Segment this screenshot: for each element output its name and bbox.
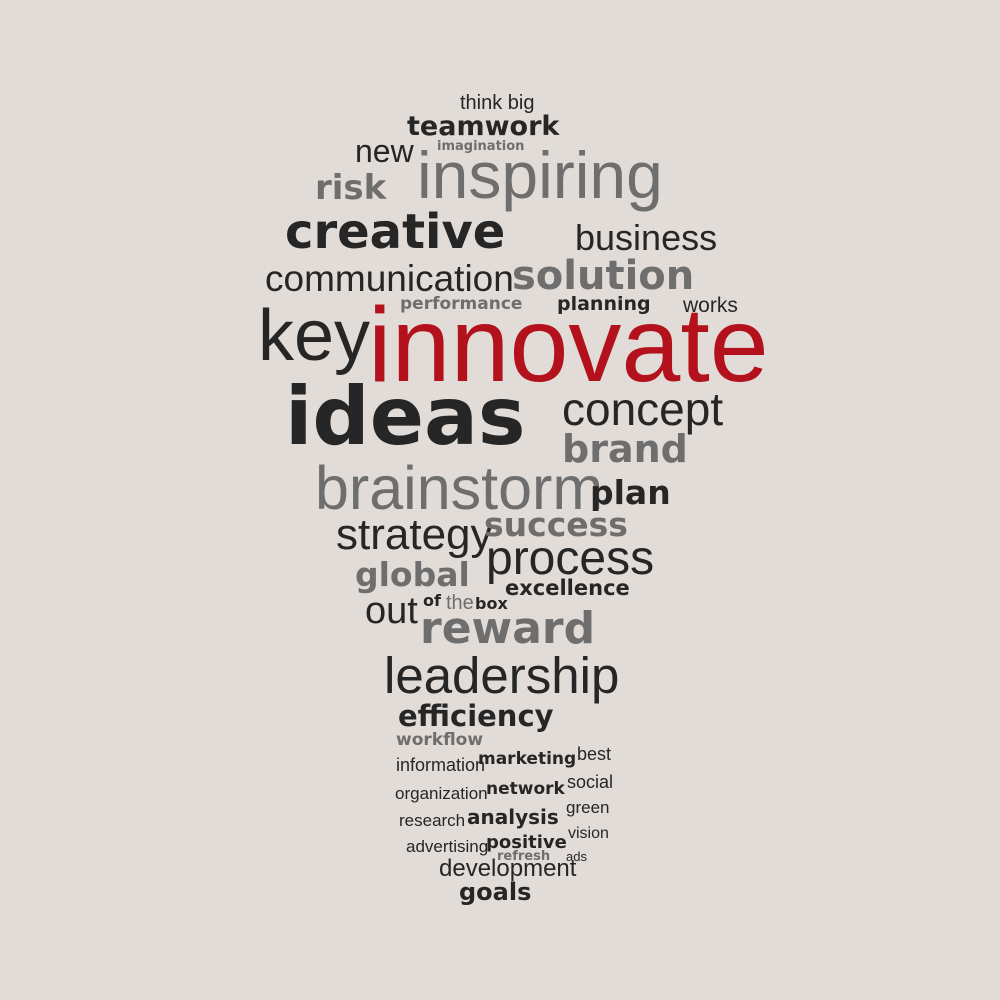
word-organization: organization	[395, 784, 488, 803]
word-box: box	[475, 594, 508, 613]
word-innovate: innovate	[368, 286, 769, 404]
word-brainstorm: brainstorm	[315, 454, 604, 522]
word-of: of	[423, 591, 441, 610]
word-new: new	[355, 133, 414, 169]
word-analysis: analysis	[467, 805, 559, 829]
word-process: process	[486, 532, 655, 585]
word-goals: goals	[459, 878, 532, 906]
word-social: social	[567, 772, 614, 792]
word-performance: performance	[400, 294, 523, 314]
word-marketing: marketing	[478, 749, 577, 769]
word-communication: communication	[265, 258, 514, 299]
word-brand: brand	[562, 427, 688, 471]
word-positive: positive	[486, 832, 567, 853]
word-planning: planning	[557, 293, 651, 315]
word-workflow: workflow	[396, 730, 484, 750]
word-out: out	[365, 590, 418, 632]
word-refresh: refresh	[497, 849, 551, 864]
word-strategy: strategy	[336, 510, 493, 559]
word-green: green	[566, 798, 610, 817]
word-think-big: think big	[460, 92, 535, 114]
word-the: the	[446, 592, 474, 614]
word-teamwork: teamwork	[407, 111, 560, 142]
word-vision: vision	[568, 825, 609, 842]
word-efficiency: efficiency	[398, 699, 554, 733]
word-information: information	[396, 755, 486, 775]
word-creative: creative	[285, 204, 506, 260]
word-ideas: ideas	[285, 370, 526, 463]
word-network: network	[486, 779, 565, 799]
word-reward: reward	[420, 603, 596, 654]
word-key: key	[258, 296, 371, 376]
word-success: success	[484, 505, 628, 544]
word-development: development	[439, 855, 577, 882]
word-concept: concept	[562, 383, 724, 435]
word-research: research	[399, 811, 466, 830]
word-business: business	[575, 217, 718, 258]
word-excellence: excellence	[505, 576, 630, 600]
word-works: works	[683, 294, 738, 317]
word-leadership: leadership	[384, 647, 620, 704]
word-best: best	[577, 744, 612, 764]
word-imagination: imagination	[437, 139, 525, 154]
word-advertising: advertising	[406, 837, 489, 856]
word-solution: solution	[512, 253, 695, 299]
word-global: global	[355, 555, 470, 594]
word-plan: plan	[590, 473, 671, 512]
word-inspiring: inspiring	[417, 138, 663, 212]
word-ads: ads	[566, 849, 587, 864]
word-risk: risk	[315, 168, 387, 208]
